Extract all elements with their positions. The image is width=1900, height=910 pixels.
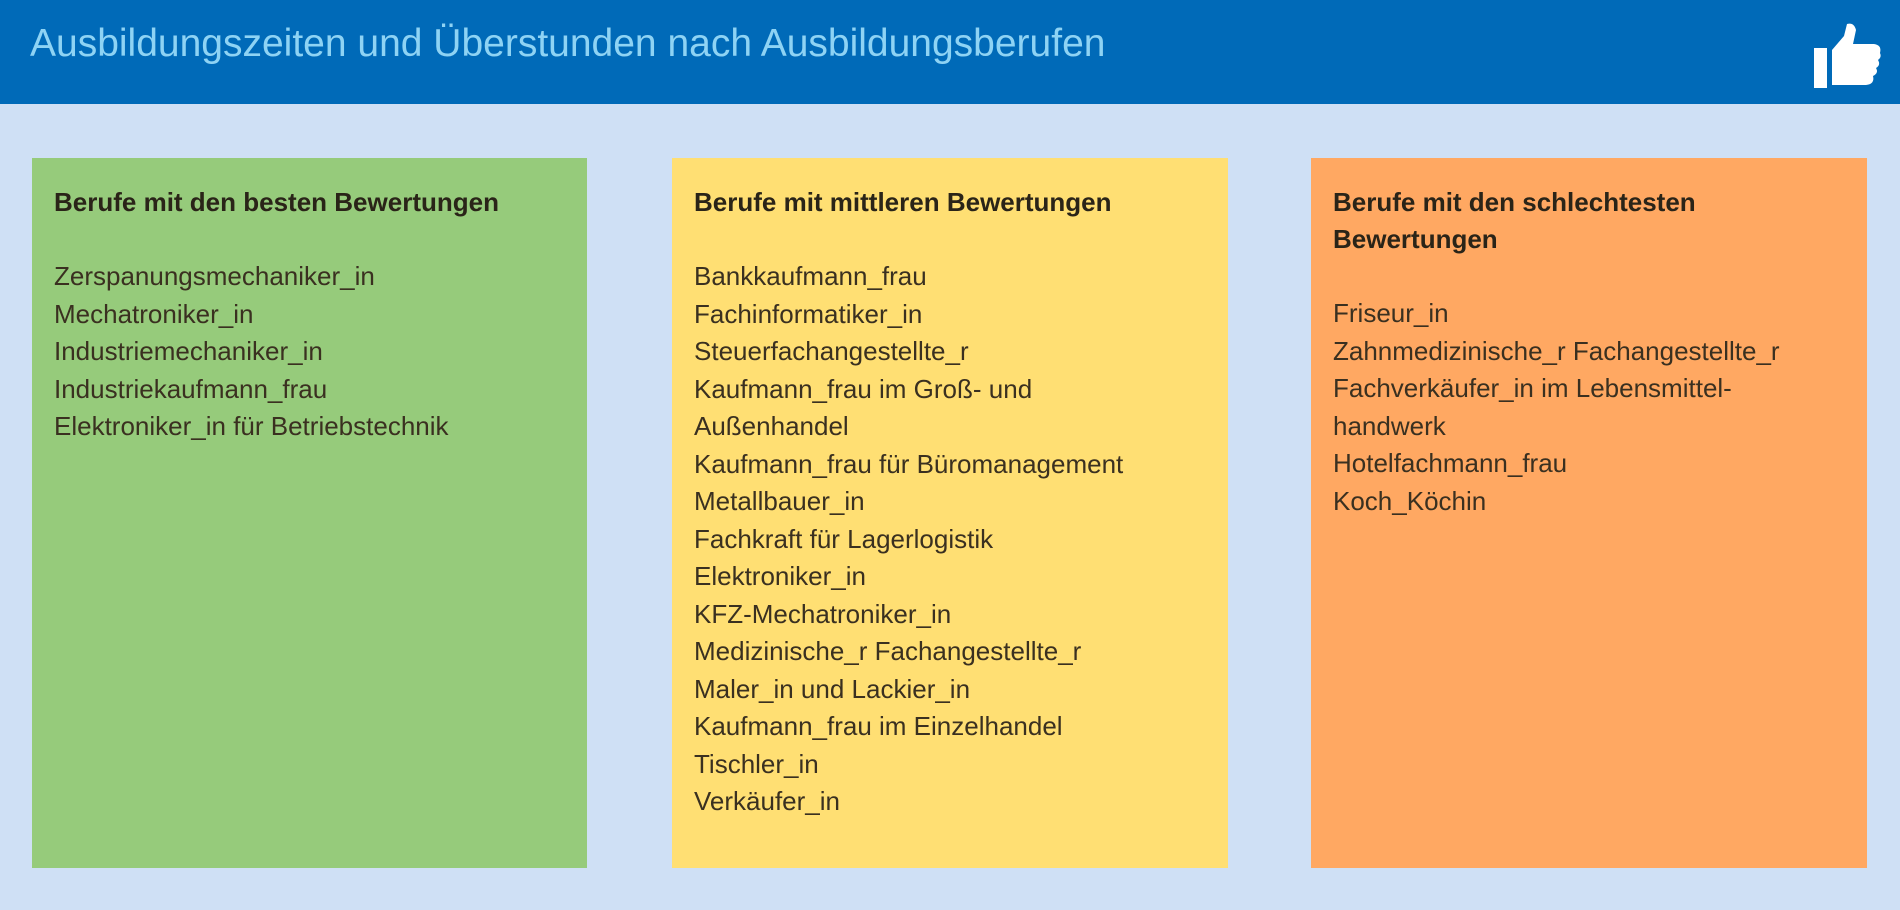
list-item: Außenhandel [694,411,849,441]
list-item: Steuerfachangestellte_r [694,336,969,366]
list-item: Fachinformatiker_in [694,298,923,329]
list-item: Hotelfachmann_frau [1333,448,1568,478]
list-item: Maler_in und Lackier_in [694,673,971,704]
list-item: Verkäufer_in [694,786,840,816]
page-title: Ausbildungszeiten und Überstunden nach A… [30,22,1106,65]
list-item: Elektroniker_in [694,561,866,591]
profession-list: Zerspanungsmechaniker_in Mechatroniker_i… [54,258,565,446]
list-item: Zahnmedizinische_r Fachangestellte_r [1333,335,1780,366]
column-heading: Berufe mit mittleren Bewertungen [694,187,1112,217]
list-item: Industriekaufmann_frau [54,373,328,404]
list-item: Koch_Köchin [1333,485,1487,516]
list-item: Fachverkäufer_in im Lebensmittel- [1333,373,1732,403]
list-item: handwerk [1333,410,1446,441]
list-item: Mechatroniker_in [54,298,254,329]
list-item: Kaufmann_frau im Groß- und [694,373,1033,404]
list-item: Tischler_in [694,748,819,779]
list-item: Metallbauer_in [694,486,865,516]
profession-list: Friseur_in Zahnmedizinische_r Fachangest… [1333,295,1845,520]
list-item: Kaufmann_frau für Büromanagement [694,448,1124,479]
list-item: Elektroniker_in für Betriebstechnik [54,411,449,441]
list-item: Zerspanungsmechaniker_in [54,261,375,291]
list-item: Industriemechaniker_in [54,336,323,366]
list-item: Fachkraft für Lagerlogistik [694,523,994,554]
column-best-ratings: Berufe mit den besten Bewertungen Zerspa… [32,158,587,868]
column-worst-ratings: Berufe mit den schlechtesten Bewertungen… [1311,158,1867,868]
thumbs-up-icon [1814,23,1881,88]
header-bar: Ausbildungszeiten und Überstunden nach A… [0,0,1900,104]
profession-list: Bankkaufmann_frau Fachinformatiker_in St… [694,258,1206,821]
column-heading-text: Berufe mit den schlechtesten Bewertungen [1333,187,1696,254]
list-item: KFZ-Mechatroniker_in [694,598,952,629]
list-item: Kaufmann_frau im Einzelhandel [694,711,1063,741]
list-item: Bankkaufmann_frau [694,261,927,291]
list-item: Medizinische_r Fachangestellte_r [694,636,1082,666]
list-item: Friseur_in [1333,298,1449,328]
column-heading: Berufe mit den besten Bewertungen [54,187,499,217]
column-heading: Berufe mit den schlechtesten Bewertungen [1333,184,1845,258]
column-medium-ratings: Berufe mit mittleren Bewertungen Bankkau… [672,158,1228,868]
